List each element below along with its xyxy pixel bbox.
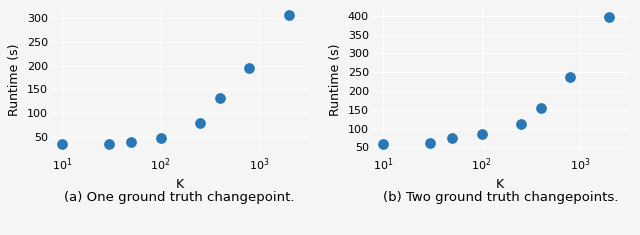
Point	[378, 143, 388, 146]
Text: (b) Two ground truth changepoints.: (b) Two ground truth changepoints.	[383, 191, 618, 204]
Point	[447, 136, 457, 140]
Point	[126, 140, 136, 144]
Point	[104, 142, 115, 145]
Y-axis label: Runtime (s): Runtime (s)	[8, 43, 21, 116]
Point	[476, 132, 486, 136]
Point	[425, 141, 435, 145]
Point	[536, 106, 546, 110]
Point	[215, 96, 225, 100]
X-axis label: K: K	[496, 178, 504, 191]
Point	[565, 75, 575, 79]
Y-axis label: Runtime (s): Runtime (s)	[329, 43, 342, 116]
Point	[516, 122, 526, 126]
Point	[244, 66, 255, 70]
X-axis label: K: K	[175, 178, 184, 191]
Point	[195, 121, 205, 125]
Text: (a) One ground truth changepoint.: (a) One ground truth changepoint.	[64, 191, 294, 204]
Point	[284, 14, 294, 17]
Point	[57, 142, 67, 146]
Point	[156, 137, 166, 140]
Point	[604, 15, 614, 19]
